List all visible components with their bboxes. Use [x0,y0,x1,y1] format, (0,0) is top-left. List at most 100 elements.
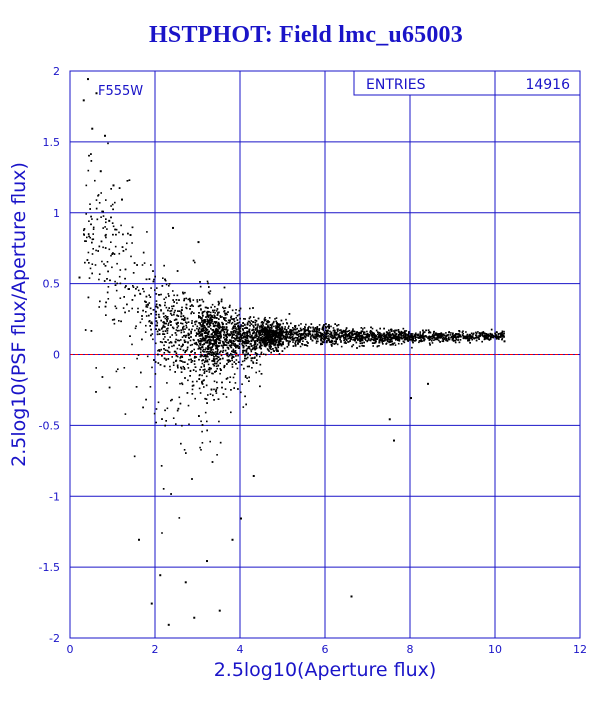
data-point [164,301,166,304]
data-point [188,328,190,331]
data-point [201,340,203,342]
data-point [92,248,94,250]
data-point [317,334,320,337]
data-point [282,341,284,343]
data-point [224,388,227,390]
data-point [244,342,246,345]
data-point [168,346,170,349]
data-point [216,337,218,340]
data-point [313,336,316,338]
data-point [226,341,228,344]
data-point [175,299,178,301]
data-point [222,393,225,395]
data-point [229,340,231,342]
data-point [223,332,226,334]
data-point [214,345,217,347]
data-point [215,365,218,367]
data-point [402,335,405,337]
data-point [224,340,227,343]
data-point [267,330,269,333]
data-point [94,264,97,266]
data-point [309,336,312,339]
data-point [90,215,92,218]
data-point [242,325,244,327]
data-point [227,348,230,350]
data-point [216,347,218,350]
data-point [196,325,199,328]
data-point [230,322,233,325]
data-point [293,328,295,331]
data-point [475,339,478,342]
data-point [86,236,88,239]
data-point [363,333,365,335]
data-point [260,331,263,333]
data-point [253,340,256,343]
data-point [268,327,270,329]
data-point [269,337,271,339]
data-point [370,330,373,333]
data-point [203,324,206,327]
data-point [103,280,106,282]
data-point [411,333,414,335]
data-point [283,335,286,338]
data-point [208,318,211,320]
data-point [304,344,306,346]
data-point [404,335,407,337]
data-point [362,330,364,333]
data-point [270,351,272,354]
data-point [166,407,169,410]
data-point [246,337,248,339]
data-point [144,331,147,333]
data-point [232,351,235,353]
data-point [321,328,323,330]
data-point [209,341,211,343]
data-point [215,327,218,330]
data-point [212,337,214,340]
data-point [201,337,204,340]
data-point [178,329,180,332]
data-point [301,338,303,340]
data-point [481,334,484,336]
data-point [146,306,149,308]
data-point [275,325,277,327]
data-point [313,329,316,331]
data-point [262,325,264,327]
data-point [282,331,284,334]
data-point [230,340,232,342]
data-point [493,335,496,338]
data-point [176,364,179,367]
data-point [198,316,200,319]
data-point [296,339,299,341]
data-point [464,336,466,339]
data-point [226,329,229,331]
data-point [184,316,186,319]
data-point [175,318,177,321]
data-point [253,344,255,347]
data-point [165,306,168,309]
data-point [224,349,227,352]
data-point [365,339,367,342]
data-point [371,342,374,344]
data-point [255,347,258,349]
data-point [153,278,155,281]
data-point [165,341,167,343]
data-point [151,322,153,325]
data-point [473,337,475,340]
data-point [294,342,296,345]
data-point [325,323,327,325]
data-point [496,336,499,339]
data-point [141,264,144,266]
data-point [203,372,206,374]
data-point [425,336,428,338]
data-point [110,188,112,190]
data-point [214,305,216,308]
data-point [201,317,203,319]
data-point [216,353,219,356]
data-point [182,329,184,331]
data-point [315,335,317,338]
data-point [178,517,181,519]
data-point [322,329,325,332]
data-point [133,262,136,264]
data-point [183,299,185,302]
data-point [168,285,170,287]
